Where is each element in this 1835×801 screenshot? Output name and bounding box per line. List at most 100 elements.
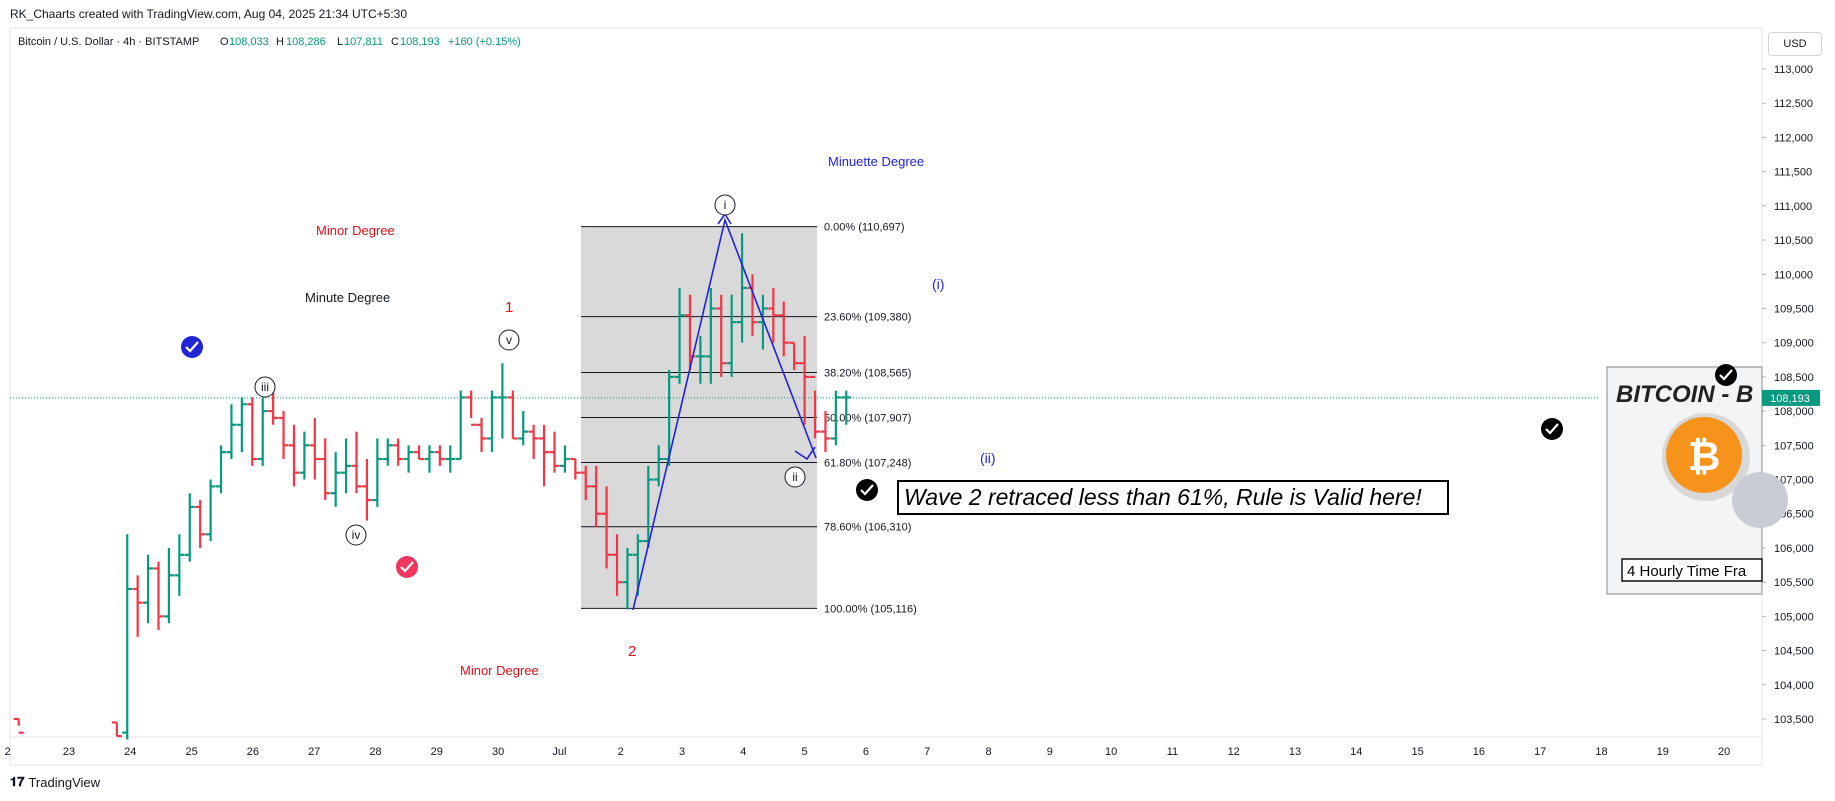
ohlc-bar: [341, 438, 352, 494]
current-price-value: 108,193: [1770, 393, 1810, 405]
ohlc-bar: [13, 717, 24, 734]
ohlc-high-label: H: [276, 36, 284, 48]
ohlc-bar: [247, 397, 258, 466]
symbol-title[interactable]: Bitcoin / U.S. Dollar · 4h · BITSTAMP: [18, 36, 199, 48]
ohlc-bar: [810, 375, 821, 439]
price-tick-label: 103,500: [1774, 714, 1814, 726]
price-tick-label: 108,500: [1774, 372, 1814, 384]
wave-v-text: v: [506, 333, 512, 347]
time-tick-label: 15: [1411, 746, 1423, 758]
ohlc-open-label: O: [220, 36, 229, 48]
ohlc-open-value: 108,033: [229, 36, 269, 48]
ohlc-bar: [299, 431, 310, 480]
ohlc-bar: [737, 233, 748, 343]
wave-arrow-bottom: [794, 446, 816, 461]
ohlc-bar: [320, 438, 331, 501]
ohlc-bar: [361, 459, 372, 521]
ohlc-low-label: L: [337, 36, 343, 48]
time-axis[interactable]: 2 23 24 25 26 27 28 29 30 Jul 2 3 4 5 6 7 8 9 10 11 12 13 14 15…: [5, 746, 1731, 758]
wave-i-circle-text: i: [724, 198, 727, 212]
ohlc-bar: [466, 390, 477, 426]
footer-brand[interactable]: 𝟏𝟕 TradingView: [10, 774, 100, 790]
ohlc-bar: [632, 534, 643, 596]
price-tick-label: 109,500: [1774, 303, 1814, 315]
fib-level-label: 50.00% (107,907): [824, 412, 911, 424]
ohlc-bar: [580, 465, 591, 501]
time-tick-label: 2: [618, 746, 624, 758]
flag-coin-icon: [1732, 472, 1788, 528]
ohlc-bar: [455, 390, 466, 461]
ohlc-bar: [414, 445, 425, 461]
fib-levels: 0.00% (110,697) 23.60% (109,380) 38.20% (1…: [581, 222, 917, 615]
fib-level-label: 23.60% (109,380): [824, 312, 911, 324]
ohlc-bar: [257, 397, 268, 466]
ohlc-bar: [820, 411, 831, 453]
ohlc-bar: [768, 287, 779, 343]
time-tick-label: 2: [5, 746, 11, 758]
currency-selector[interactable]: USD: [1768, 32, 1822, 56]
ohlc-bar: [403, 445, 414, 473]
ohlc-bar: [393, 438, 404, 466]
ohlc-bar: [372, 438, 383, 507]
ohlc-bar: [424, 445, 435, 473]
time-tick-label: 24: [124, 746, 136, 758]
ohlc-bar: [726, 294, 737, 377]
price-axis[interactable]: 103,500 104,000 104,500 105,000 105,500 106,0…: [1762, 64, 1814, 726]
time-tick-label: 9: [1047, 746, 1053, 758]
ohlc-bar: [674, 287, 685, 384]
ohlc-bar: [382, 438, 393, 466]
ohlc-bar: [528, 424, 539, 459]
minor-degree-bottom-label: Minor Degree: [460, 663, 539, 678]
price-tick-label: 107,500: [1774, 440, 1814, 452]
minute-degree-label: Minute Degree: [305, 290, 390, 305]
bitcoin-coin-icon: [1666, 417, 1742, 493]
time-tick-label: 27: [308, 746, 320, 758]
fib-level-label: 61.80% (107,248): [824, 458, 911, 470]
ohlc-bar: [122, 534, 133, 740]
price-tick-label: 107,000: [1774, 475, 1814, 487]
card-caption: 4 Hourly Time Fra: [1627, 563, 1747, 580]
ohlc-bar: [507, 390, 518, 440]
ohlc-bar: [705, 287, 716, 384]
price-tick-label: 111,000: [1774, 201, 1812, 213]
card-title: BITCOIN - B: [1616, 381, 1753, 408]
ohlc-bar: [799, 335, 810, 425]
ohlc-bar: [278, 411, 289, 459]
time-tick-label: 14: [1350, 746, 1362, 758]
ohlc-bar: [559, 445, 570, 473]
ohlc-bar: [445, 445, 456, 473]
ohlc-bar: [695, 335, 706, 384]
wave-i-paren-label: (i): [932, 276, 944, 292]
time-tick-label: 4: [740, 746, 746, 758]
ohlc-bar: [518, 411, 529, 446]
ohlc-bar: [486, 390, 497, 453]
ohlc-bar: [643, 465, 654, 548]
ohlc-values: O 108,033 H 108,286 L 107,811 C 108,193 …: [220, 36, 521, 48]
ohlc-bar: [236, 397, 247, 453]
attribution-header: RK_Chaarts created with TradingView.com,…: [10, 7, 408, 21]
ohlc-bar: [174, 534, 185, 596]
ohlc-bar: [288, 424, 299, 487]
ohlc-bar: [132, 575, 143, 637]
time-tick-label: 23: [63, 746, 75, 758]
ohlc-bar: [591, 465, 602, 528]
pink-check-icon: [396, 556, 418, 578]
ohlc-bar: [268, 390, 279, 425]
rule-callout-text: Wave 2 retraced less than 61%, Rule is V…: [904, 484, 1422, 510]
price-tick-label: 106,000: [1774, 543, 1814, 555]
ohlc-high-value: 108,286: [286, 36, 326, 48]
time-tick-label: 19: [1657, 746, 1669, 758]
price-tick-label: 110,500: [1774, 235, 1813, 247]
current-price-tag: 108,193: [1762, 389, 1820, 406]
ohlc-bar: [195, 500, 206, 548]
price-tick-label: 109,000: [1774, 338, 1814, 350]
price-tick-label: 112,500: [1774, 98, 1813, 110]
time-tick-label: 20: [1718, 746, 1730, 758]
bitcoin-card: BITCOIN - B ₿ 4 Hourly Time Fra: [1606, 364, 1788, 595]
time-tick-label: 30: [492, 746, 504, 758]
ohlc-bar: [184, 493, 195, 562]
time-tick-label: 3: [679, 746, 685, 758]
price-tick-label: 104,000: [1774, 680, 1814, 692]
ohlc-bar: [622, 547, 633, 610]
